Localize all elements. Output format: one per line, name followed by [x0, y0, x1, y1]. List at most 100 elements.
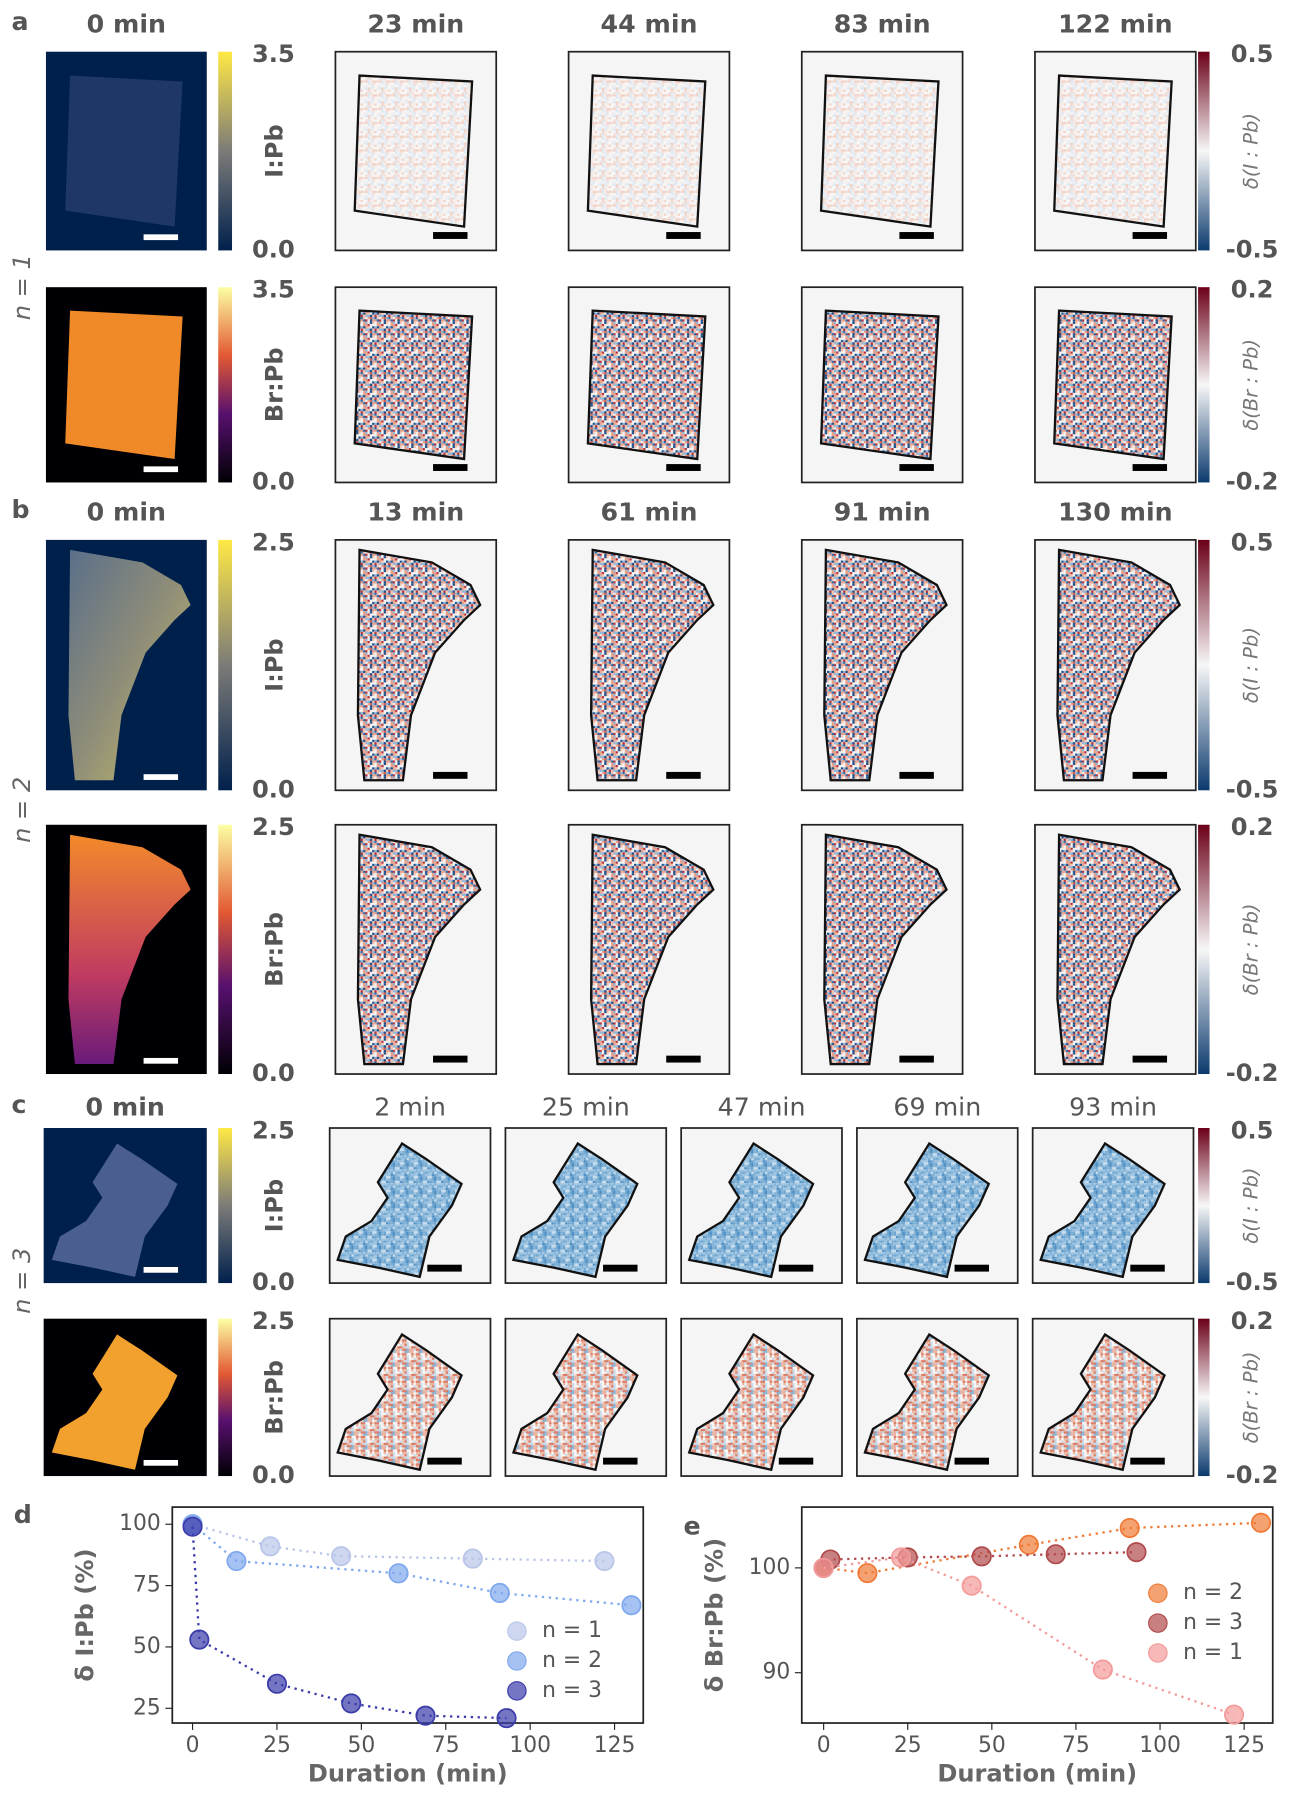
flake [65, 76, 182, 227]
data-point [268, 1675, 286, 1693]
page: {"rows":[ {"panel":"a","n_label":"n = 1"… [0, 0, 1298, 1800]
x-tick-label: 100 [509, 1733, 551, 1758]
flake [588, 76, 705, 227]
colorbar-tick-label: 0.0 [252, 1268, 295, 1296]
colorbar-tick-label: -0.5 [1226, 235, 1279, 263]
scale-bar [603, 1458, 637, 1465]
scale-bar [955, 1265, 989, 1272]
time-label: 2 min [374, 1092, 446, 1121]
colorbar [1198, 287, 1209, 482]
colorbar-tick-label: 0.2 [1231, 1307, 1274, 1335]
y-tick-label: 100 [119, 1511, 161, 1536]
colorbar [218, 825, 232, 1074]
data-point [1121, 1519, 1139, 1537]
colorbar-tick-label: 0.5 [1231, 1116, 1274, 1144]
time-label: 13 min [367, 497, 464, 526]
flake [588, 311, 705, 459]
time-label: 23 min [367, 9, 464, 38]
data-point [814, 1559, 832, 1577]
y-tick-label: 50 [133, 1634, 161, 1659]
colorbar-label: δ(Br : Pb) [1240, 1352, 1263, 1444]
scale-bar [1133, 1056, 1167, 1063]
x-tick-label: 0 [817, 1733, 831, 1758]
legend-marker [1149, 1644, 1167, 1662]
scale-bar [899, 772, 933, 779]
panel-label: d [14, 1500, 32, 1529]
colorbar-label: δ(Br : Pb) [1240, 904, 1263, 996]
data-point [261, 1537, 279, 1555]
scale-bar [144, 774, 178, 780]
y-tick-label: 100 [749, 1555, 791, 1580]
time-label: 61 min [601, 497, 698, 526]
colorbar-tick-label: 3.5 [252, 40, 295, 68]
data-point [491, 1584, 509, 1602]
scale-bar [427, 1458, 461, 1465]
colorbar [1198, 540, 1209, 790]
scale-bar [1133, 232, 1167, 239]
legend-label: n = 2 [1183, 1580, 1243, 1605]
colorbar-tick-label: 0.0 [252, 467, 295, 495]
colorbar-tick-label: 0.0 [252, 775, 295, 803]
scale-bar [433, 1056, 467, 1063]
data-point [183, 1518, 201, 1536]
legend-marker [508, 1652, 526, 1670]
data-point [1127, 1543, 1145, 1561]
x-tick-label: 25 [263, 1733, 291, 1758]
scale-bar [899, 1056, 933, 1063]
colorbar [1198, 52, 1209, 251]
scale-bar [603, 1265, 637, 1272]
time-label: 0 min [86, 1092, 165, 1121]
colorbar-tick-label: 0.5 [1231, 40, 1274, 68]
series-line [193, 1524, 605, 1561]
x-tick-label: 125 [1223, 1733, 1265, 1758]
time-label: 0 min [87, 497, 166, 526]
legend-label: n = 3 [1183, 1610, 1243, 1635]
data-point [1094, 1660, 1112, 1678]
scale-bar [144, 466, 178, 472]
y-axis-label: δ Br:Pb (%) [701, 1538, 729, 1692]
colorbar-tick-label: -0.2 [1226, 467, 1279, 495]
colorbar-label: Br:Pb [261, 347, 289, 422]
colorbar-tick-label: -0.2 [1226, 1059, 1279, 1087]
legend-marker [1149, 1584, 1167, 1602]
data-point [342, 1694, 360, 1712]
colorbar [218, 540, 232, 790]
time-label: 69 min [893, 1092, 981, 1121]
panel-label: c [11, 1090, 26, 1119]
colorbar [218, 1319, 232, 1476]
data-point [973, 1547, 991, 1565]
scale-bar [433, 232, 467, 239]
x-tick-label: 75 [1062, 1733, 1090, 1758]
scale-bar [1130, 1458, 1164, 1465]
scale-bar [779, 1265, 813, 1272]
x-tick-label: 50 [347, 1733, 375, 1758]
panel-label: e [683, 1512, 700, 1541]
data-point [1225, 1705, 1243, 1723]
scale-bar [666, 232, 700, 239]
flake [1054, 311, 1171, 459]
colorbar-tick-label: 3.5 [252, 276, 295, 304]
scale-bar [1133, 464, 1167, 471]
data-point [497, 1709, 515, 1727]
colorbar-tick-label: 0.2 [1231, 276, 1274, 304]
panel-label: b [11, 495, 29, 524]
colorbar-tick-label: 0.5 [1231, 528, 1274, 556]
data-point [1047, 1545, 1065, 1563]
x-axis-label: Duration (min) [937, 1760, 1137, 1788]
data-point [190, 1630, 208, 1648]
y-tick-label: 25 [133, 1695, 161, 1720]
data-point [416, 1706, 434, 1724]
data-point [1020, 1536, 1038, 1554]
scale-bar [666, 464, 700, 471]
colorbar-label: I:Pb [261, 1179, 289, 1233]
time-label: 93 min [1069, 1092, 1157, 1121]
data-point [464, 1549, 482, 1567]
legend-label: n = 3 [542, 1678, 602, 1703]
time-label: 122 min [1058, 9, 1173, 38]
colorbar-tick-label: 0.2 [1231, 813, 1274, 841]
flake [355, 76, 472, 227]
legend-label: n = 1 [1183, 1640, 1243, 1665]
colorbar-label: Br:Pb [261, 912, 289, 987]
flake [65, 311, 182, 459]
n-label: n = 1 [8, 254, 36, 320]
